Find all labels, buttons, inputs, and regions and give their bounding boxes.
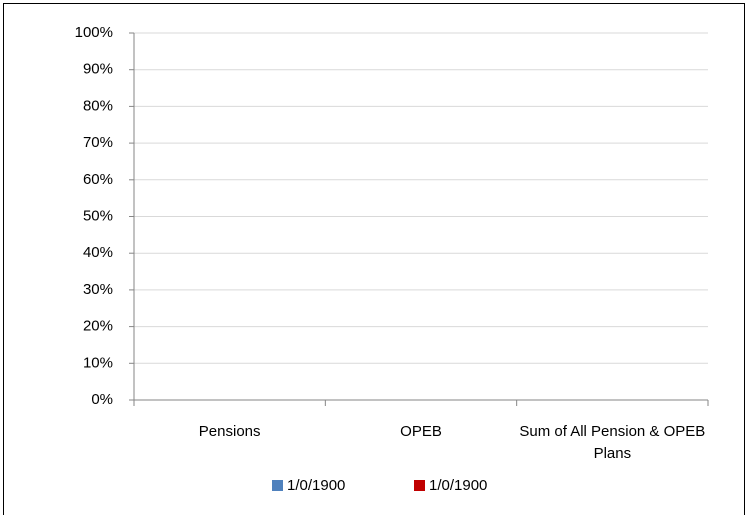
y-tick-label: 10% — [83, 354, 113, 371]
y-tick-label: 0% — [91, 391, 113, 408]
y-tick-label: 40% — [83, 244, 113, 261]
x-tick-label: OPEB — [400, 423, 442, 440]
chart-border — [3, 3, 745, 515]
x-tick-label: Sum of All Pension & OPEB Plans — [519, 423, 706, 462]
y-tick-label: 50% — [83, 207, 113, 224]
y-tick-label: 80% — [83, 97, 113, 114]
legend-swatch — [272, 480, 283, 491]
y-tick-label: 60% — [83, 171, 113, 188]
y-tick-label: 70% — [83, 134, 113, 151]
y-tick-label: 20% — [83, 318, 113, 335]
legend-swatch — [414, 480, 425, 491]
x-tick-label: Pensions — [198, 423, 261, 440]
y-tick-label: 90% — [83, 61, 113, 78]
legend-label: 1/0/1900 — [429, 477, 487, 494]
legend-label: 1/0/1900 — [287, 477, 345, 494]
y-tick-label: 100% — [75, 24, 113, 41]
y-tick-label: 30% — [83, 281, 113, 298]
